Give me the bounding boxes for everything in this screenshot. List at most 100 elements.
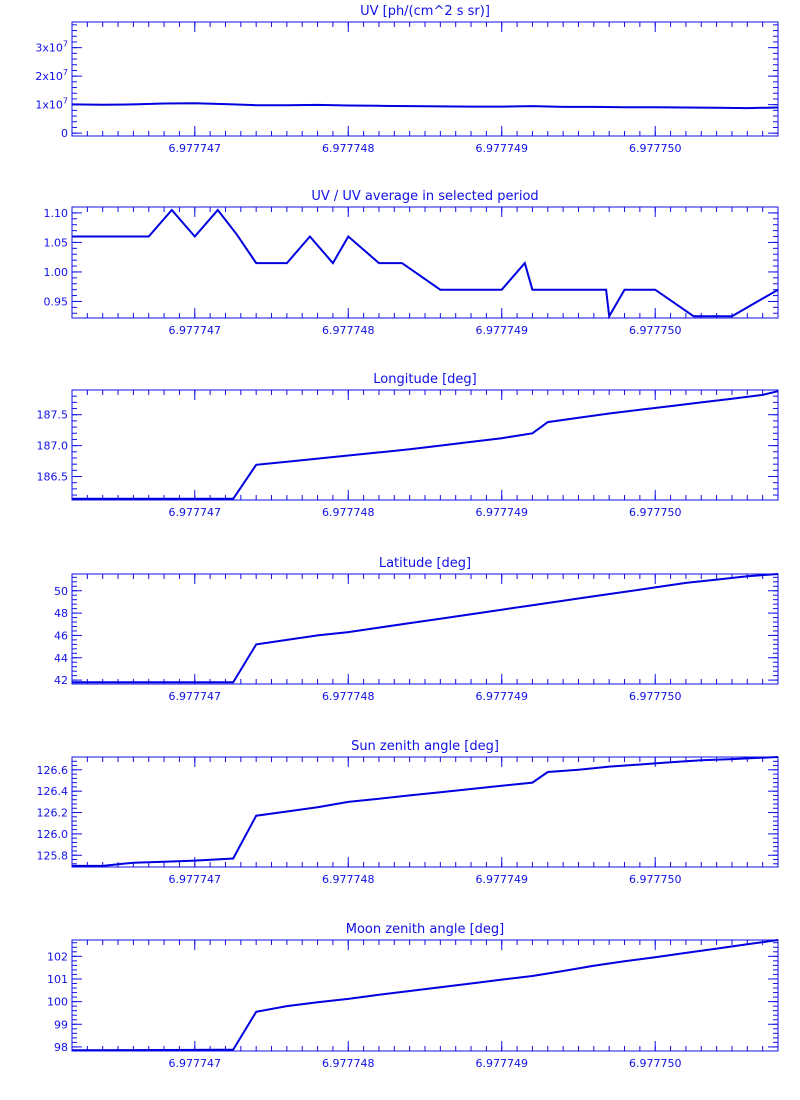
- y-tick-label: 126.0: [37, 828, 69, 841]
- y-tick-exponent: 7: [63, 68, 68, 77]
- x-tick-label: 6.977747: [169, 142, 222, 155]
- y-tick-base: 48: [54, 607, 68, 620]
- y-tick-label: 48: [54, 607, 68, 620]
- panel-title: Sun zenith angle [deg]: [351, 739, 499, 754]
- y-tick-base: 102: [47, 950, 68, 963]
- y-tick-label: 100: [47, 996, 68, 1009]
- y-tick-base: 187.5: [37, 409, 69, 422]
- y-tick-base: 46: [54, 629, 68, 642]
- y-tick-base: 3x10: [35, 42, 63, 55]
- y-tick-base: 1.05: [44, 236, 69, 249]
- y-tick-label: 1.10: [44, 207, 69, 220]
- y-tick-label: 102: [47, 950, 68, 963]
- x-tick-label: 6.977748: [322, 142, 375, 155]
- x-tick-label: 6.977750: [629, 873, 682, 886]
- panel-6: Moon zenith angle [deg] 6.977747 6.977748 6…: [47, 922, 779, 1070]
- y-tick-label: 187.0: [37, 440, 69, 453]
- y-tick-label: 101: [47, 973, 68, 986]
- x-tick-label: 6.977748: [322, 506, 375, 519]
- y-tick-base: 126.4: [37, 785, 69, 798]
- x-tick-label: 6.977747: [169, 873, 222, 886]
- panel-4: Latitude [deg] 6.977747 6.977748 6.977749 6.…: [54, 556, 779, 703]
- x-tick-label: 6.977749: [475, 324, 528, 337]
- x-tick-label: 6.977747: [169, 506, 222, 519]
- y-tick-label: 2x107: [35, 68, 68, 83]
- x-tick-label: 6.977748: [322, 324, 375, 337]
- x-tick-label: 6.977747: [169, 324, 222, 337]
- panel-3: Longitude [deg] 6.977747 6.977748 6.977749 6…: [37, 372, 779, 519]
- x-tick-label: 6.977747: [169, 1057, 222, 1070]
- series-line: [71, 102, 779, 110]
- y-tick-base: 126.6: [37, 764, 69, 777]
- y-tick-base: 187.0: [37, 440, 69, 453]
- y-tick-base: 42: [54, 674, 68, 687]
- panel-title: Longitude [deg]: [373, 372, 476, 387]
- panel-1: UV [ph/(cm^2 s sr)] 6.977747 6.977748 6.977…: [35, 4, 779, 155]
- panel-title: Latitude [deg]: [379, 556, 471, 571]
- y-tick-label: 0.95: [44, 295, 69, 308]
- y-tick-label: 99: [54, 1018, 68, 1031]
- series-line: [72, 573, 779, 684]
- y-tick-label: 186.5: [37, 471, 69, 484]
- y-tick-label: 126.2: [37, 807, 69, 820]
- plot-frame: [71, 756, 779, 868]
- y-tick-base: 186.5: [37, 471, 69, 484]
- x-tick-label: 6.977750: [629, 1057, 682, 1070]
- x-tick-label: 6.977748: [322, 1057, 375, 1070]
- y-tick-label: 125.8: [37, 849, 69, 862]
- y-tick-base: 100: [47, 996, 68, 1009]
- y-tick-base: 126.2: [37, 807, 69, 820]
- y-tick-label: 1.05: [44, 236, 69, 249]
- y-tick-base: 2x10: [35, 70, 63, 83]
- x-tick-label: 6.977749: [475, 142, 528, 155]
- y-tick-label: 187.5: [37, 409, 69, 422]
- x-tick-label: 6.977750: [629, 506, 682, 519]
- panel-5: Sun zenith angle [deg] 6.977747 6.977748 6.…: [37, 739, 779, 886]
- y-tick-base: 98: [54, 1041, 68, 1054]
- y-tick-label: 0: [61, 127, 68, 140]
- y-tick-label: 1x107: [35, 97, 68, 112]
- y-tick-base: 1.10: [44, 207, 69, 220]
- y-tick-label: 98: [54, 1041, 68, 1054]
- y-tick-base: 50: [54, 585, 68, 598]
- plot-frame: [71, 573, 779, 685]
- y-tick-base: 99: [54, 1018, 68, 1031]
- series-line: [72, 208, 779, 320]
- x-tick-label: 6.977748: [322, 873, 375, 886]
- y-tick-base: 126.0: [37, 828, 69, 841]
- panel-title: UV [ph/(cm^2 s sr)]: [360, 4, 490, 19]
- panel-title: Moon zenith angle [deg]: [346, 922, 504, 937]
- y-tick-exponent: 7: [63, 40, 68, 49]
- y-tick-base: 125.8: [37, 849, 69, 862]
- x-tick-label: 6.977748: [322, 690, 375, 703]
- x-tick-label: 6.977747: [169, 690, 222, 703]
- y-tick-base: 1x10: [35, 99, 63, 112]
- y-tick-label: 44: [54, 652, 68, 665]
- y-tick-exponent: 7: [63, 97, 68, 106]
- plot-frame: [71, 21, 779, 137]
- y-tick-label: 126.4: [37, 785, 69, 798]
- x-tick-label: 6.977749: [475, 506, 528, 519]
- series-line: [72, 756, 779, 867]
- panel-title: UV / UV average in selected period: [311, 189, 538, 204]
- x-tick-label: 6.977749: [475, 690, 528, 703]
- y-tick-label: 50: [54, 585, 68, 598]
- y-tick-base: 0.95: [44, 295, 69, 308]
- panel-2: UV / UV average in selected period 6.9777…: [44, 189, 779, 337]
- x-tick-label: 6.977750: [629, 324, 682, 337]
- y-tick-base: 1.00: [44, 266, 69, 279]
- x-tick-label: 6.977750: [629, 690, 682, 703]
- series-line: [72, 390, 779, 500]
- y-tick-base: 0: [61, 127, 68, 140]
- y-tick-base: 44: [54, 652, 68, 665]
- series-line: [71, 939, 779, 1052]
- x-tick-label: 6.977749: [475, 873, 528, 886]
- y-tick-label: 126.6: [37, 764, 69, 777]
- x-tick-label: 6.977749: [475, 1057, 528, 1070]
- y-tick-label: 1.00: [44, 266, 69, 279]
- y-tick-label: 3x107: [35, 40, 68, 55]
- y-tick-label: 42: [54, 674, 68, 687]
- x-tick-label: 6.977750: [629, 142, 682, 155]
- y-tick-label: 46: [54, 629, 68, 642]
